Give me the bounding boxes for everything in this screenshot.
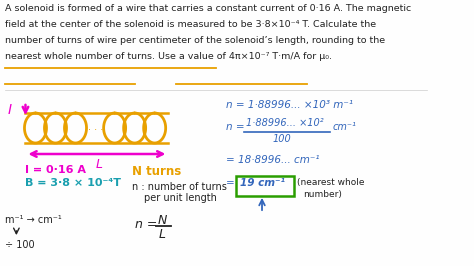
- Text: number): number): [303, 190, 342, 199]
- Text: n =: n =: [135, 218, 157, 231]
- Text: nearest whole number of turns. Use a value of 4π×10⁻⁷ T·m/A for μ₀.: nearest whole number of turns. Use a val…: [5, 52, 331, 61]
- Text: 1·88996... ×10²: 1·88996... ×10²: [246, 118, 323, 128]
- Text: m⁻¹ → cm⁻¹: m⁻¹ → cm⁻¹: [5, 215, 61, 225]
- Text: N: N: [157, 214, 167, 227]
- Text: = 18·8996... cm⁻¹: = 18·8996... cm⁻¹: [226, 155, 319, 165]
- Text: field at the center of the solenoid is measured to be 3·8×10⁻⁴ T. Calculate the: field at the center of the solenoid is m…: [5, 20, 376, 29]
- Text: cm⁻¹: cm⁻¹: [333, 122, 357, 132]
- Text: n = 1·88996... ×10³ m⁻¹: n = 1·88996... ×10³ m⁻¹: [226, 100, 353, 110]
- Text: · · ·: · · ·: [88, 125, 103, 135]
- Text: (nearest whole: (nearest whole: [297, 178, 364, 187]
- Text: I = 0·16 A: I = 0·16 A: [26, 165, 86, 175]
- Text: L: L: [96, 158, 102, 171]
- Text: 19 cm⁻¹: 19 cm⁻¹: [240, 178, 285, 188]
- FancyBboxPatch shape: [236, 176, 294, 196]
- Text: number of turns of wire per centimeter of the solenoid’s length, rounding to the: number of turns of wire per centimeter o…: [5, 36, 385, 45]
- Text: ÷ 100: ÷ 100: [5, 240, 34, 250]
- Text: per unit length: per unit length: [144, 193, 217, 203]
- Text: B = 3·8 × 10⁻⁴T: B = 3·8 × 10⁻⁴T: [26, 178, 121, 188]
- Text: 100: 100: [273, 134, 292, 144]
- Text: I: I: [7, 103, 11, 117]
- Text: A solenoid is formed of a wire that carries a constant current of 0·16 A. The ma: A solenoid is formed of a wire that carr…: [5, 4, 411, 13]
- Text: n : number of turns: n : number of turns: [132, 182, 227, 192]
- Text: L: L: [158, 228, 165, 241]
- Text: N turns: N turns: [132, 165, 181, 178]
- Text: n =: n =: [226, 122, 244, 132]
- Text: =: =: [226, 178, 234, 188]
